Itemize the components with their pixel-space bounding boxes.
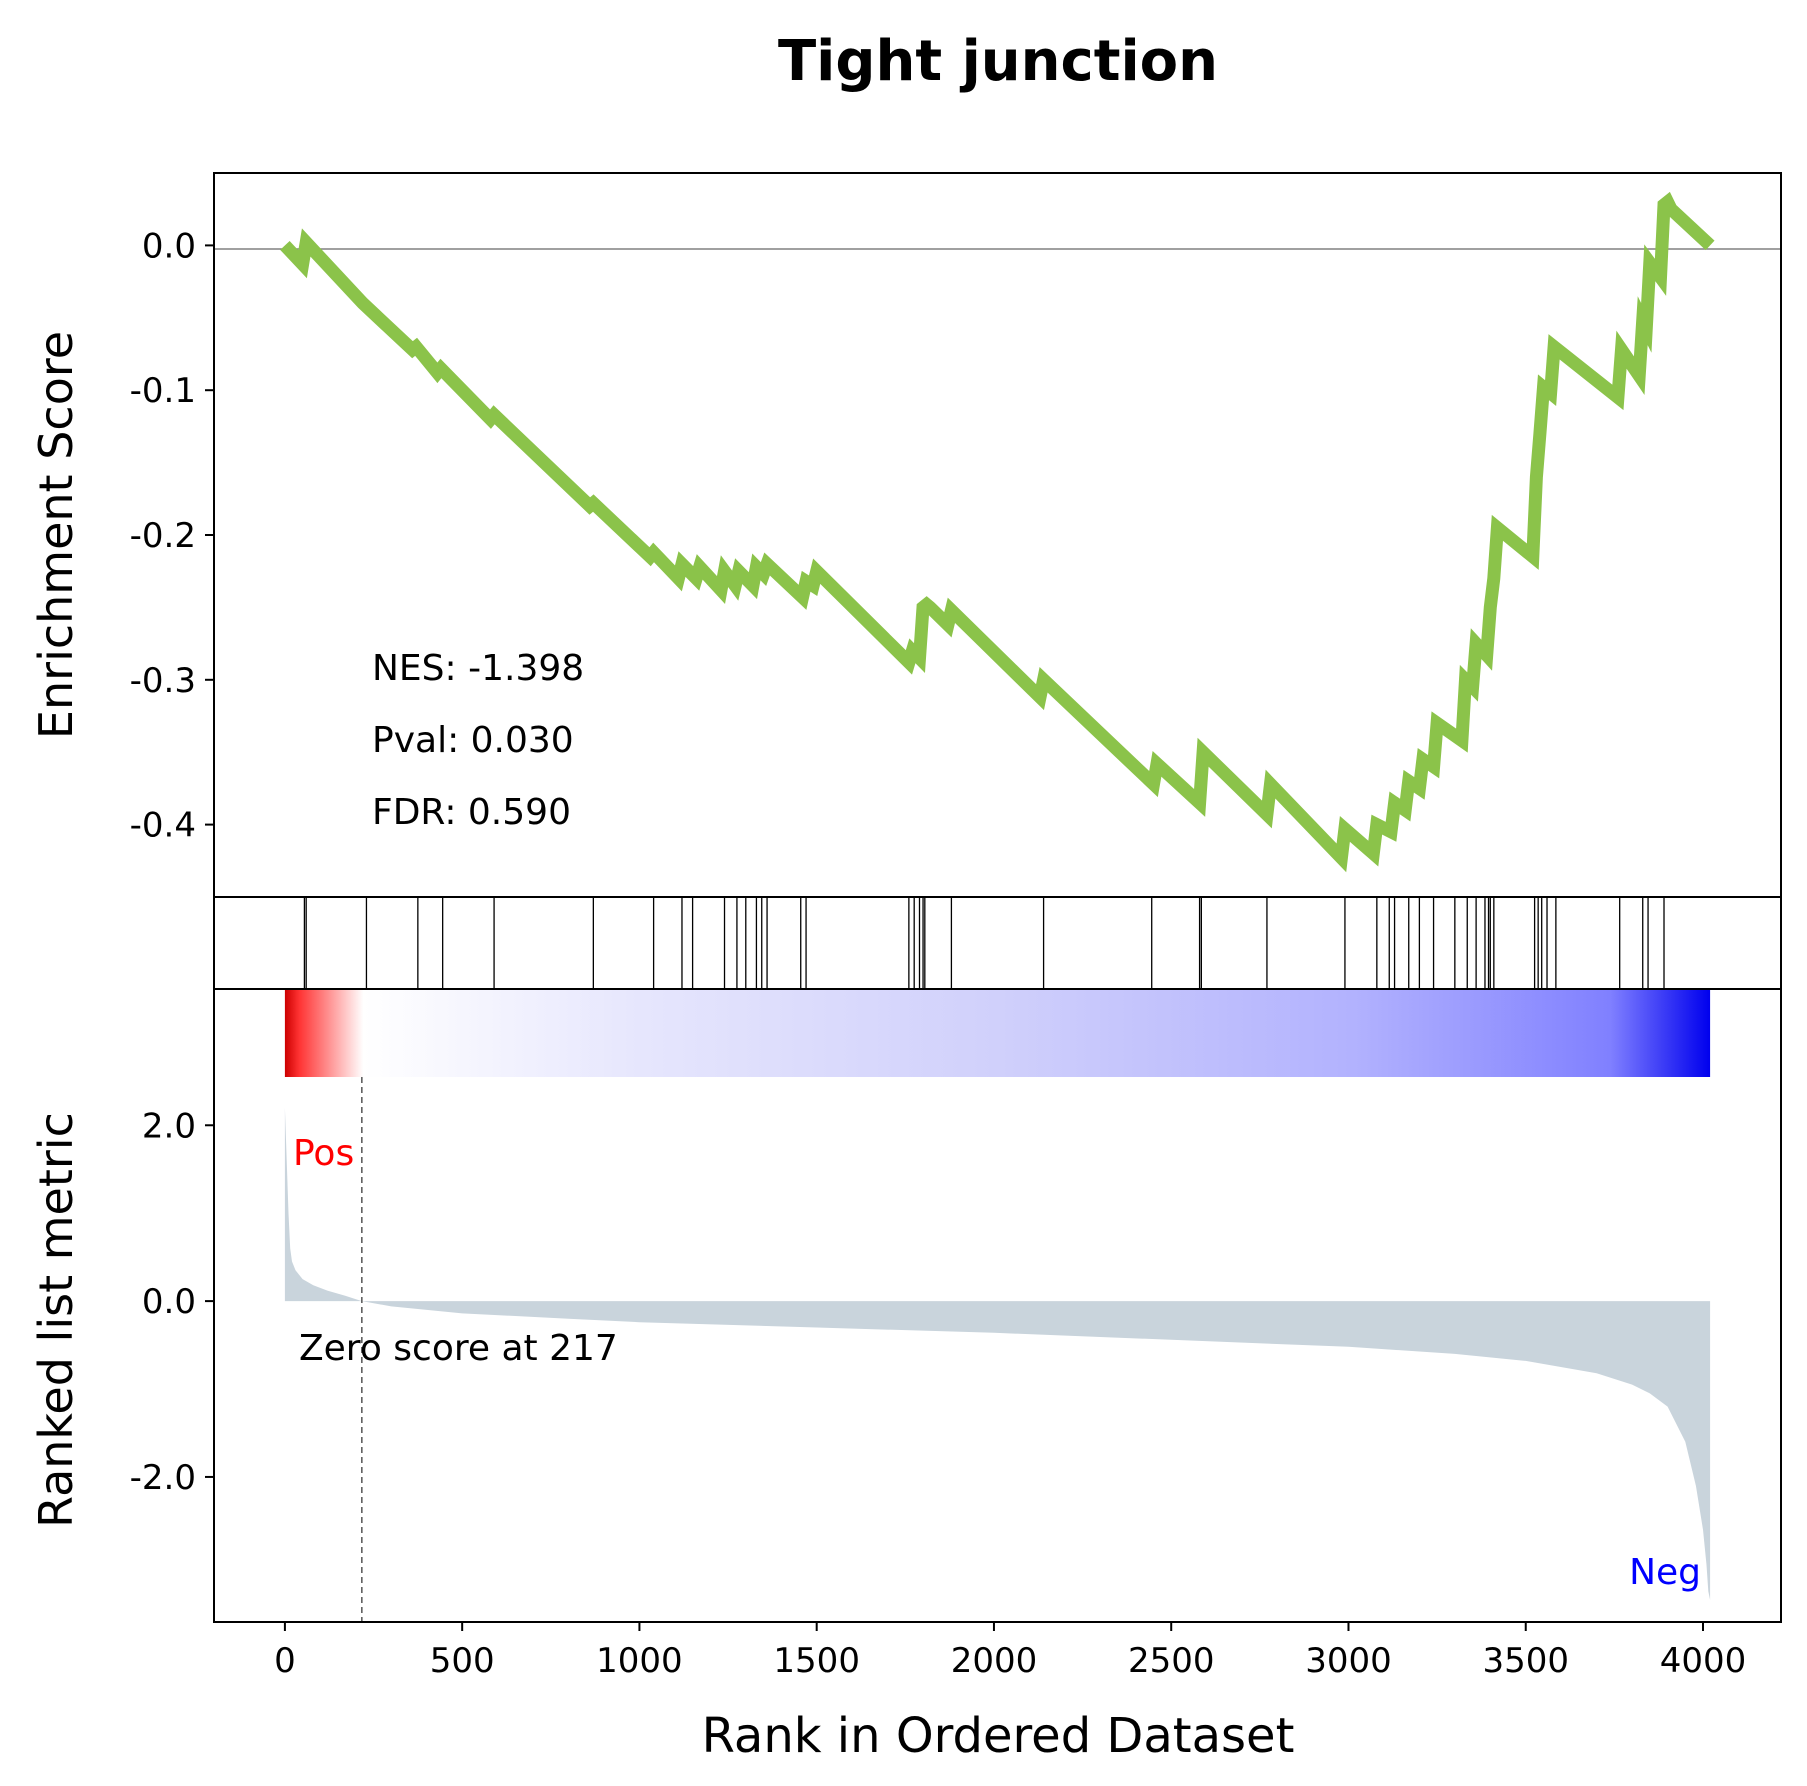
nes-stat: NES: -1.398 [372,648,584,689]
x-tick-label: 3500 [1482,1641,1569,1681]
enrichment-y-label: Enrichment Score [29,331,83,739]
neg-label: Neg [1629,1552,1701,1593]
rk-y-tick-label: -2.0 [130,1458,196,1498]
rank-gradient-bar [284,989,1711,1077]
pos-label: Pos [293,1133,354,1174]
x-axis: 0 500 1000 1500 2000 2500 3000 3500 4000 [274,1622,1746,1681]
x-tick-label: 1500 [773,1641,860,1681]
chart-title: Tight junction [778,29,1218,94]
zero-score-label: Zero score at 217 [299,1328,618,1369]
enrichment-panel-frame [213,172,1782,898]
x-tick-label: 2000 [951,1641,1038,1681]
x-tick-label: 2500 [1128,1641,1215,1681]
ranked-panel-frame [213,988,1782,1623]
x-tick-label: 3000 [1305,1641,1392,1681]
x-tick-label: 0 [274,1641,296,1681]
x-tick-label: 4000 [1660,1641,1747,1681]
x-tick-label: 500 [430,1641,495,1681]
hit-lines [303,897,1665,989]
ranked-y-axis: 2.0 0.0 -2.0 [130,1106,214,1498]
ranked-panel: 2.0 0.0 -2.0 Ranked list metric Pos Neg Ze… [29,988,1782,1623]
rk-y-tick-label: 2.0 [142,1106,196,1146]
es-y-tick-label: -0.2 [130,516,196,556]
pval-stat: Pval: 0.030 [372,720,574,761]
es-y-tick-label: -0.3 [130,661,196,701]
es-y-tick-label: 0.0 [142,226,196,266]
hits-panel [213,896,1782,990]
enrichment-y-axis: 0.0 -0.1 -0.2 -0.3 -0.4 [130,226,214,846]
x-tick-label: 1000 [596,1641,683,1681]
enrichment-panel: 0.0 -0.1 -0.2 -0.3 -0.4 Enrichment Score NES… [29,172,1782,898]
es-y-tick-label: -0.4 [130,806,196,846]
rk-y-tick-label: 0.0 [142,1282,196,1322]
hits-panel-frame [213,896,1782,990]
x-axis-label: Rank in Ordered Dataset [702,1708,1295,1764]
es-y-tick-label: -0.1 [130,371,196,411]
ranked-y-label: Ranked list metric [29,1112,83,1528]
enrichment-score-line [280,191,1715,873]
fdr-stat: FDR: 0.590 [372,792,571,833]
